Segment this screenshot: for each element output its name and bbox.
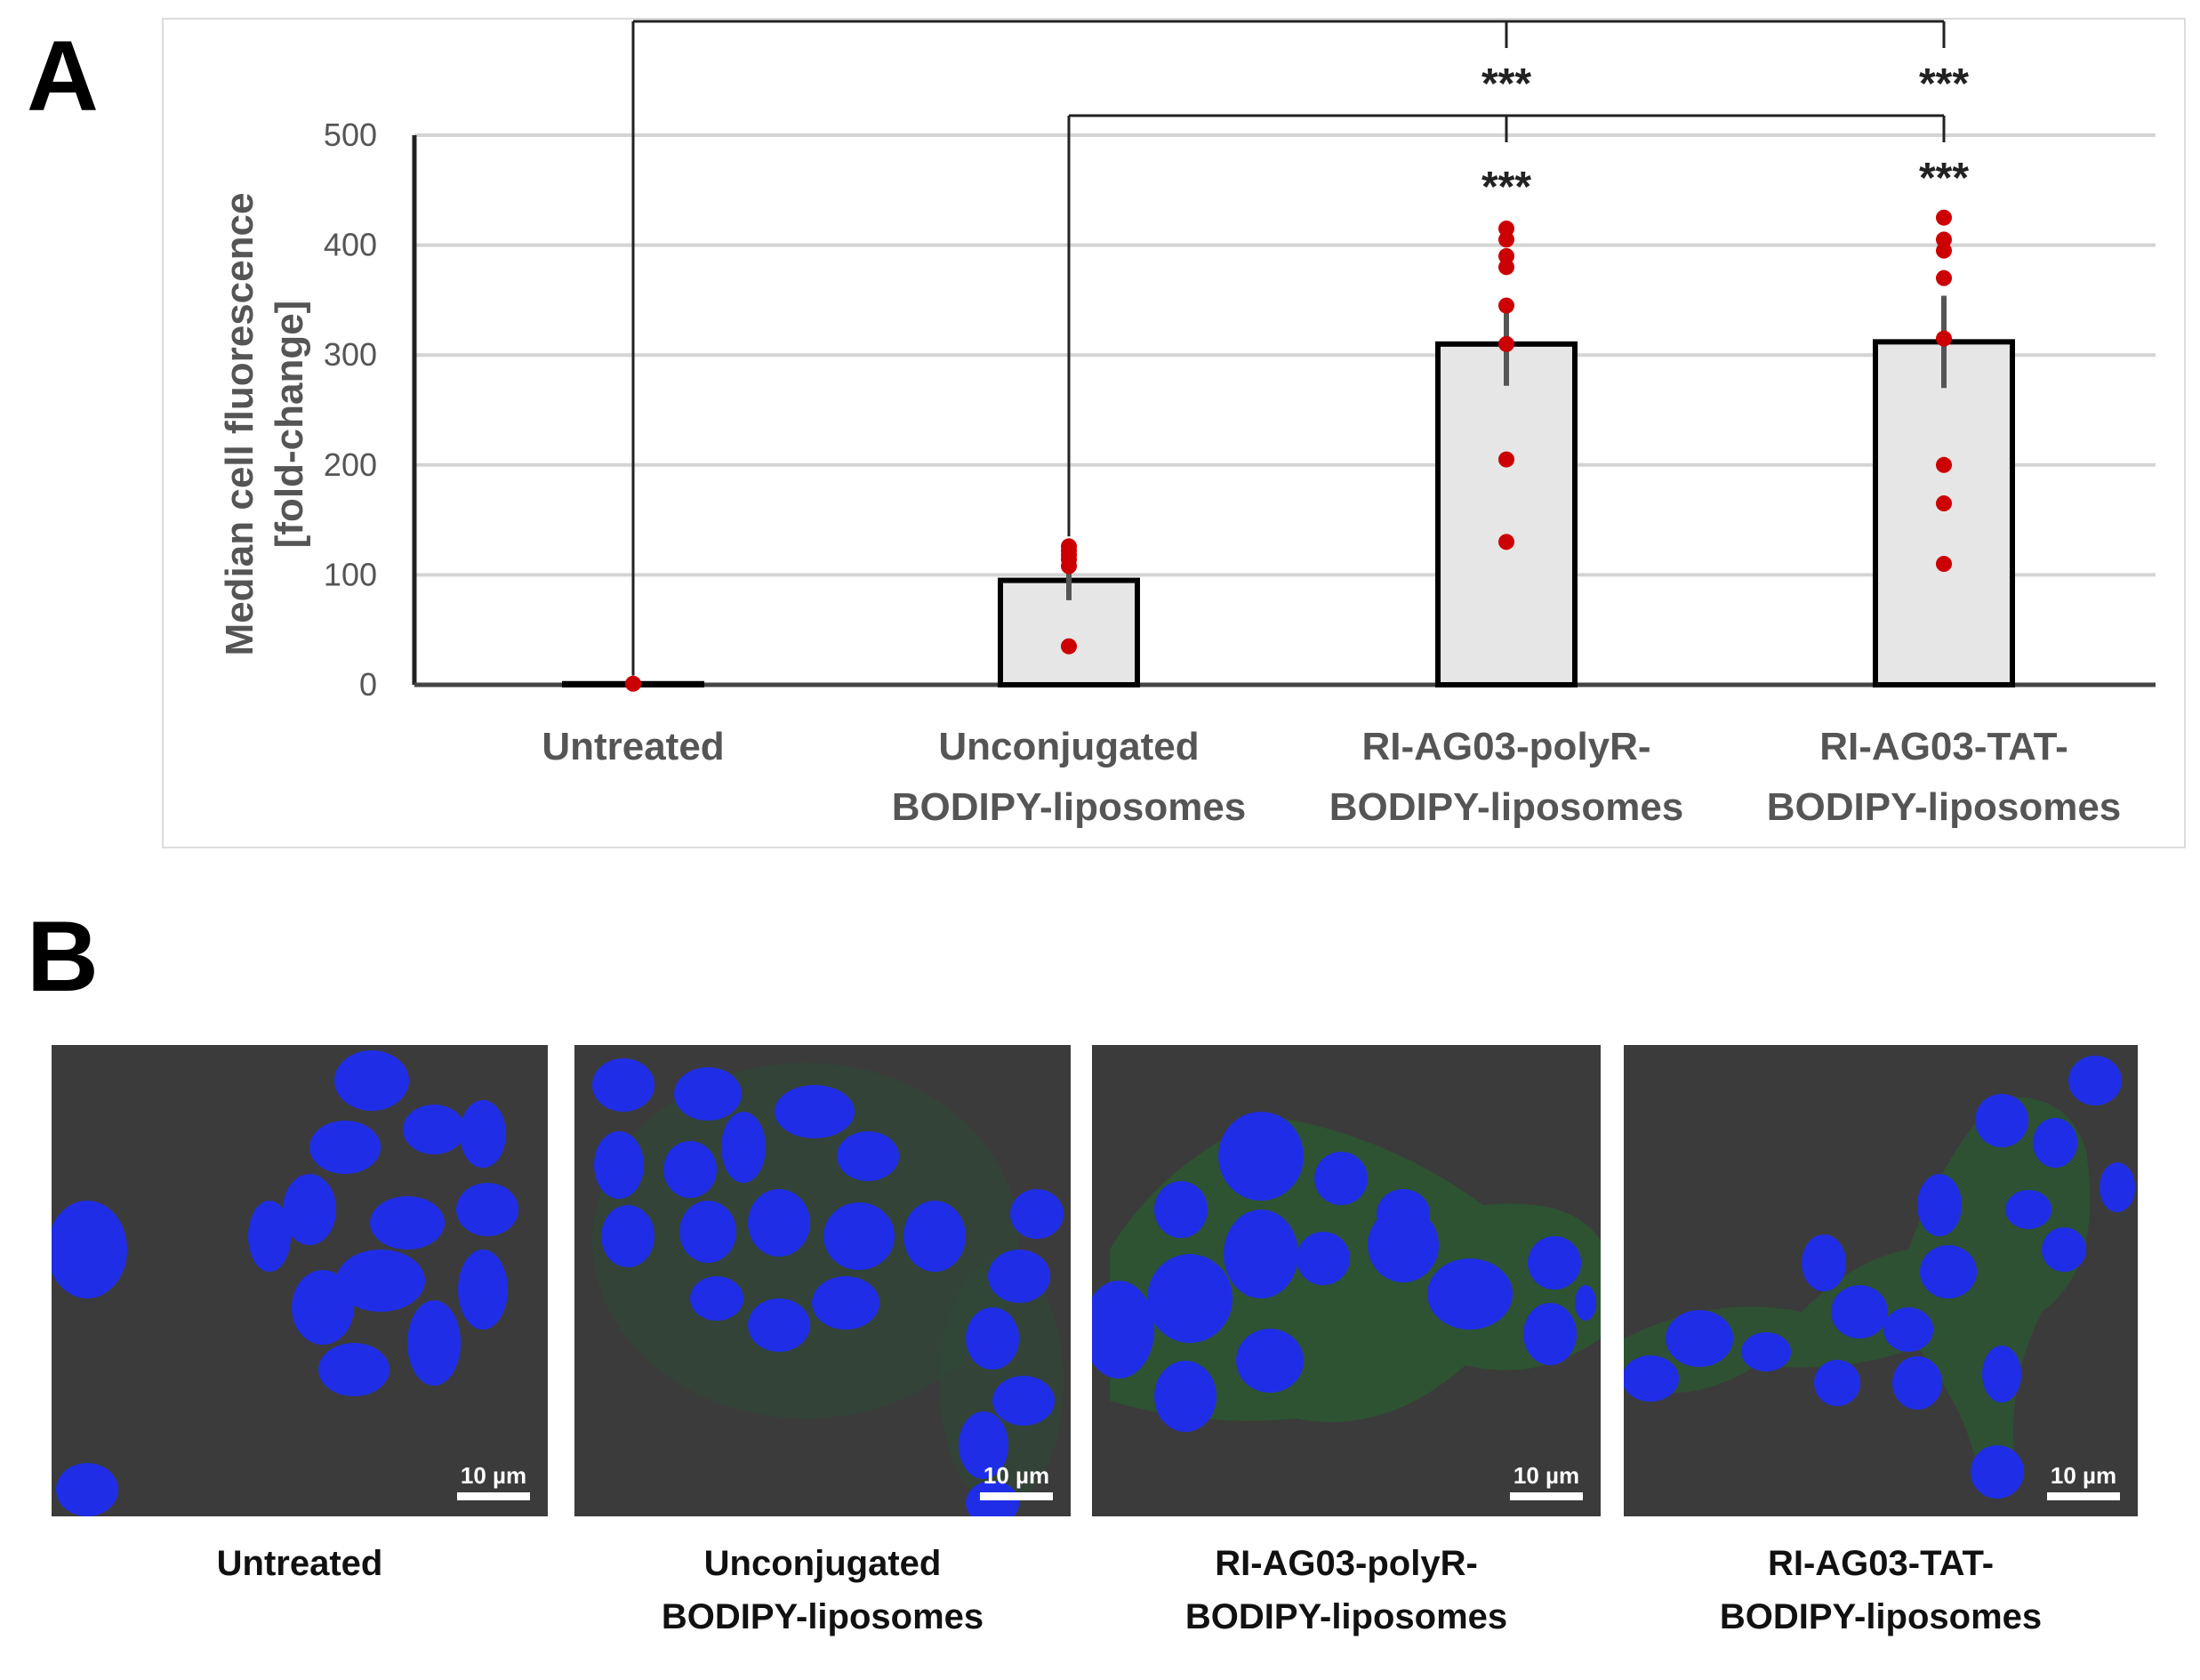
micrograph-label-line: BODIPY-liposomes: [1719, 1597, 2043, 1636]
micrograph-label-line: Unconjugated: [703, 1544, 942, 1583]
y-tick-label: 400: [324, 227, 377, 263]
micrograph-label-line: BODIPY-liposomes: [1184, 1597, 1508, 1636]
y-tick-label: 300: [324, 336, 377, 373]
micrograph-label-line: BODIPY-liposomes: [661, 1597, 984, 1636]
data-point: [1936, 242, 1952, 259]
micrograph-label-line: RI-AG03-polyR-: [1215, 1544, 1478, 1583]
cell-image: [52, 1045, 548, 1516]
data-point: [1061, 538, 1077, 555]
cell-image: [1092, 1045, 1601, 1516]
bar-chart: 0 100 200 300 400 500 Median cell fluorescence…: [218, 20, 2156, 829]
x-tick-label: Untreated: [542, 725, 724, 768]
data-point: [625, 675, 641, 692]
y-axis-label-line: [fold-change]: [268, 301, 311, 549]
scale-bar-label: 10 µm: [983, 1462, 1050, 1490]
x-tick-label: BODIPY-liposomes: [892, 785, 1247, 829]
data-point: [1498, 534, 1514, 551]
data-point: [1498, 259, 1514, 276]
y-tick-label: 100: [324, 556, 377, 592]
micrograph-label-unconjugated: Unconjugated BODIPY-liposomes: [574, 1537, 1071, 1644]
scale-bar: 10 µm: [980, 1463, 1053, 1500]
micrograph-label-line: RI-AG03-TAT-: [1767, 1544, 1995, 1583]
y-tick-label: 0: [359, 666, 377, 703]
bar: [1435, 341, 1578, 687]
micrograph-unconjugated: 10 µm: [574, 1045, 1071, 1516]
data-point: [1498, 451, 1514, 468]
scale-bar-label: 10 µm: [460, 1462, 527, 1490]
data-point: [1498, 297, 1514, 314]
micrograph-label-line: Untreated: [216, 1544, 383, 1583]
x-tick-label: RI-AG03-TAT-: [1819, 725, 2068, 768]
y-axis-label: Median cell fluorescence [fold-change]: [218, 193, 311, 656]
significance-stars: ***: [1919, 155, 1969, 202]
scale-bar-line: [1510, 1492, 1583, 1500]
cell-image: [1624, 1045, 2138, 1516]
scale-bar: 10 µm: [1510, 1463, 1583, 1500]
data-point: [1936, 231, 1952, 248]
y-axis-label-line: Median cell fluorescence: [218, 193, 261, 656]
data-point: [1936, 495, 1952, 512]
y-tick-label: 500: [324, 117, 377, 153]
x-tick-label: RI-AG03-polyR-: [1361, 725, 1650, 768]
scale-bar-line: [2047, 1492, 2120, 1500]
scale-bar-line: [980, 1492, 1053, 1500]
panel-a-label: A: [27, 20, 99, 132]
scale-bar: 10 µm: [2047, 1463, 2120, 1500]
bar-chart-panel: 0 100 200 300 400 500 Median cell fluorescence…: [162, 18, 2186, 848]
data-point: [1936, 209, 1952, 226]
data-point: [1936, 330, 1952, 347]
x-tick-label: Unconjugated: [938, 725, 1199, 768]
x-tick-label: BODIPY-liposomes: [1329, 785, 1684, 829]
panel-b-label: B: [27, 901, 99, 1012]
data-point: [1936, 269, 1952, 286]
micrograph-label-polyr: RI-AG03-polyR- BODIPY-liposomes: [1092, 1537, 1601, 1644]
scale-bar-label: 10 µm: [2050, 1462, 2117, 1490]
significance-stars: ***: [1481, 164, 1531, 211]
scale-bar: 10 µm: [457, 1463, 530, 1500]
micrograph-polyr: 10 µm: [1092, 1045, 1601, 1516]
scale-bar-line: [457, 1492, 530, 1500]
significance-stars: ***: [1481, 60, 1531, 108]
scale-bar-label: 10 µm: [1513, 1462, 1580, 1490]
data-point: [1498, 247, 1514, 264]
data-point: [1936, 456, 1952, 473]
cell-image: [574, 1045, 1071, 1516]
data-point: [1498, 221, 1514, 237]
data-point: [1498, 231, 1514, 248]
micrograph-label-untreated: Untreated: [52, 1537, 548, 1590]
micrograph-tat: 10 µm: [1624, 1045, 2138, 1516]
x-tick-label: BODIPY-liposomes: [1767, 785, 2122, 829]
micrograph-label-tat: RI-AG03-TAT- BODIPY-liposomes: [1624, 1537, 2138, 1644]
micrograph-untreated: 10 µm: [52, 1045, 548, 1516]
bar: [1873, 339, 2015, 687]
data-point: [1936, 556, 1952, 573]
data-point: [1061, 638, 1077, 655]
data-point: [1498, 335, 1514, 352]
significance-stars: ***: [1919, 60, 1969, 108]
y-tick-label: 200: [324, 446, 377, 483]
